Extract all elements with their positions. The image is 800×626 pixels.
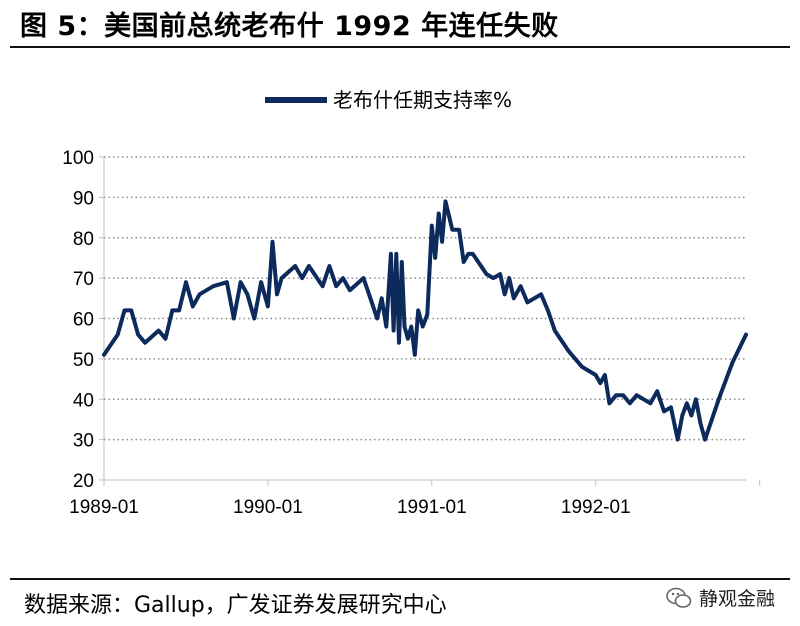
- x-tick-label: 1992-01: [561, 497, 631, 518]
- y-tick-label: 90: [73, 188, 94, 209]
- brand-badge: 静观金融: [665, 584, 775, 611]
- x-tick-label: 1991-01: [397, 497, 467, 518]
- series-layer: [102, 199, 748, 442]
- tick-labels: 20 30 40 50 60 70 80 90 100 1989-01 1990-01 1991-01…: [62, 148, 630, 518]
- x-tick-label: 1990-01: [233, 497, 303, 518]
- legend: 老布什任期支持率%: [265, 88, 512, 112]
- y-tick-label: 40: [73, 390, 94, 411]
- y-tick-label: 100: [62, 148, 94, 169]
- y-tick-label: 30: [73, 431, 94, 452]
- approval-line-chart: 20 30 40 50 60 70 80 90 100 1989-01 1990-01 1991-01…: [62, 88, 761, 518]
- y-tick-label: 60: [73, 310, 94, 331]
- y-tick-label: 70: [73, 269, 94, 290]
- series-line-approval: [102, 199, 748, 442]
- brand-name: 静观金融: [699, 588, 776, 610]
- source-note: 数据来源：Gallup，广发证券发展研究中心: [24, 593, 447, 618]
- figure-title: 图 5：美国前总统老布什 1992 年连任失败: [20, 11, 559, 42]
- y-tick-label: 50: [73, 350, 94, 371]
- gridlines: [104, 156, 746, 441]
- x-tick-label: 1989-01: [69, 497, 139, 518]
- y-tick-label: 20: [73, 471, 94, 492]
- wechat-icon: [666, 587, 692, 608]
- source-rule: [10, 578, 790, 580]
- axes: [99, 156, 761, 486]
- title-rule: [10, 46, 790, 48]
- y-tick-label: 80: [73, 229, 94, 250]
- legend-label: 老布什任期支持率%: [333, 88, 512, 112]
